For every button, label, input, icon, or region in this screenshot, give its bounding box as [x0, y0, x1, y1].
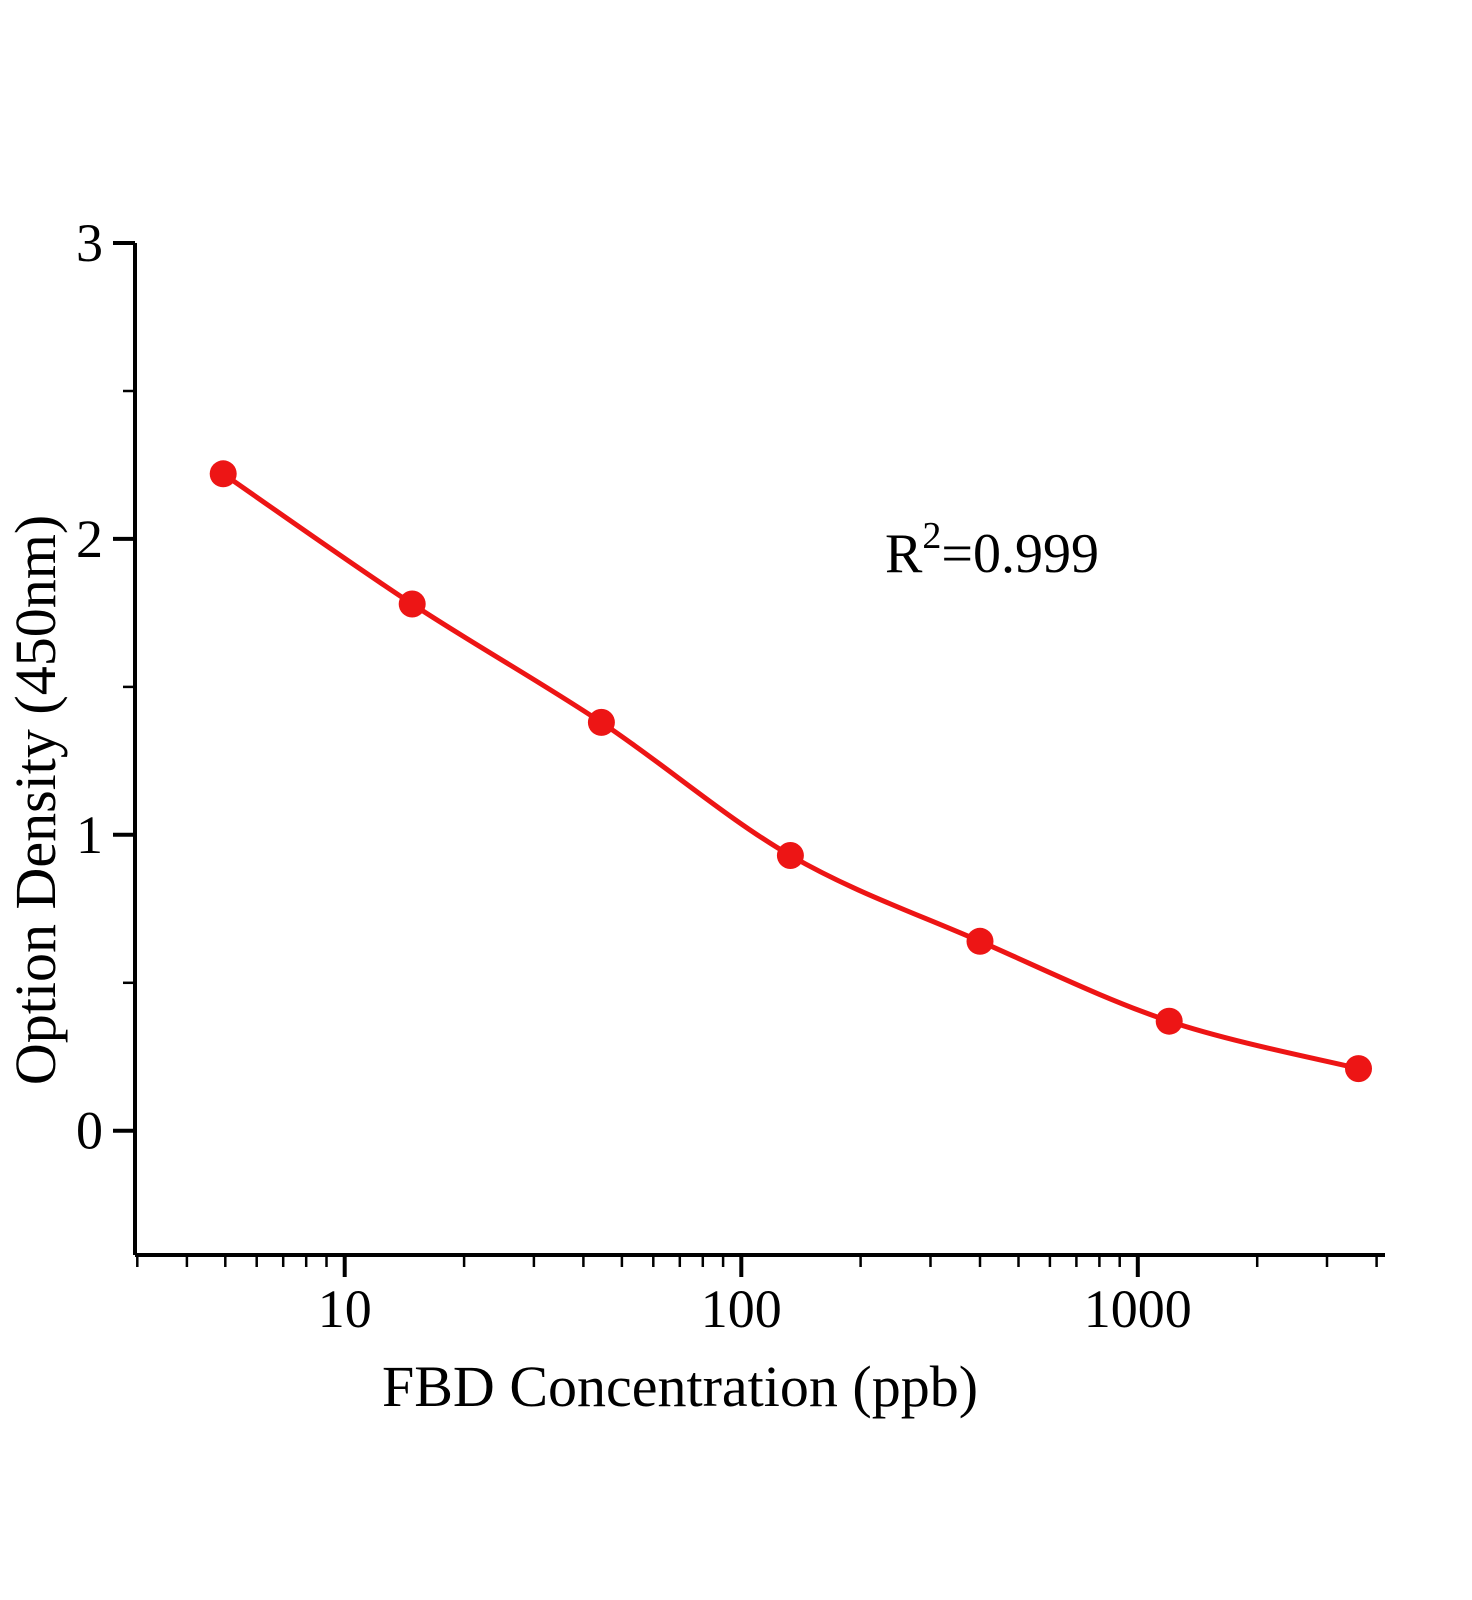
data-point: [209, 460, 237, 488]
r-squared-superscript: 2: [922, 515, 941, 557]
y-tick-label: 0: [76, 1101, 103, 1161]
ticks-group: 10 100 1000 0 1 2 3: [76, 213, 1378, 1339]
r-squared-annotation: R2=0.999: [885, 515, 1099, 585]
r-squared-base: R: [885, 523, 923, 585]
x-tick-label: 1000: [1084, 1279, 1192, 1339]
y-tick-label: 2: [76, 509, 103, 569]
y-tick-label: 1: [76, 805, 103, 865]
series-group: [209, 460, 1372, 1083]
x-tick-label: 100: [701, 1279, 782, 1339]
standard-curve-line: [220, 471, 1361, 1072]
axes-group: [133, 243, 1385, 1257]
data-point: [398, 590, 426, 618]
r-squared-rest: =0.999: [941, 523, 1099, 585]
data-point: [1155, 1007, 1183, 1035]
x-axis-title: FBD Concentration (ppb): [382, 1354, 978, 1419]
data-point: [776, 842, 804, 869]
data-point: [966, 927, 994, 955]
data-point: [1345, 1055, 1372, 1083]
y-axis-title: Option Density (450nm): [3, 515, 68, 1085]
x-tick-label: 10: [318, 1279, 372, 1339]
data-point: [587, 708, 615, 736]
y-tick-label: 3: [76, 213, 103, 273]
